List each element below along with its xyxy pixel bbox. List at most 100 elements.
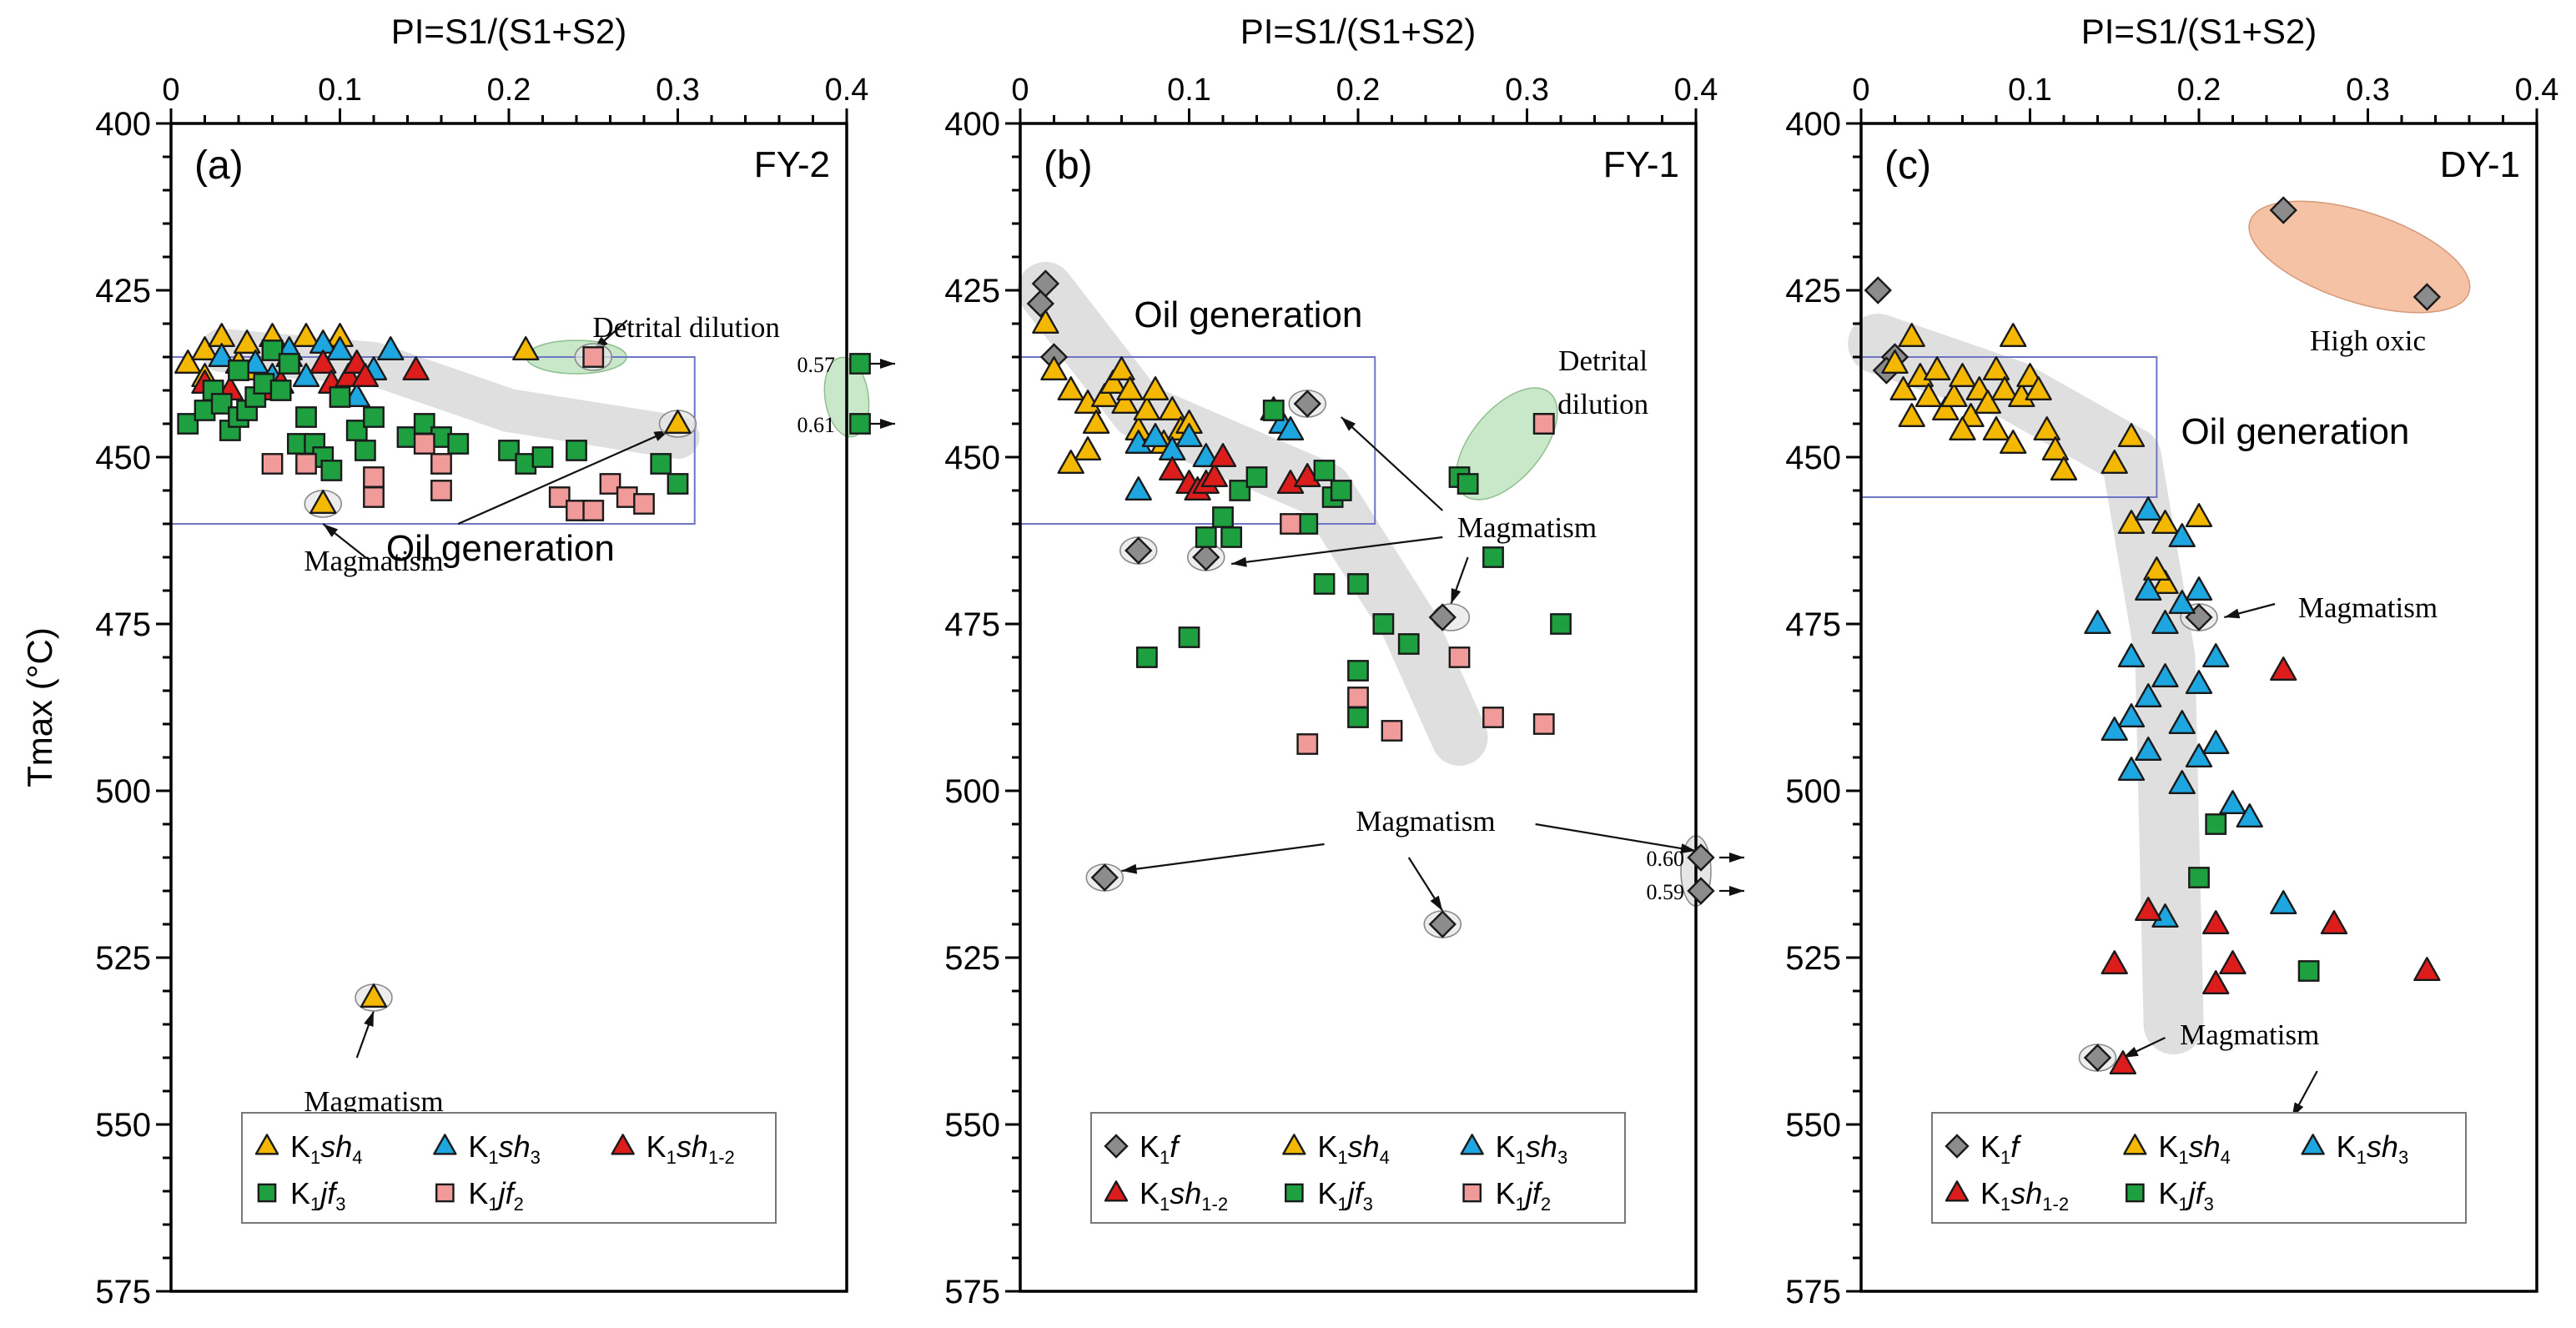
series-k1sh12 bbox=[1159, 443, 1321, 501]
legend-prefix: K bbox=[290, 1176, 310, 1210]
data-point-k1sh12 bbox=[335, 363, 362, 387]
legend-marker-k1jf2 bbox=[435, 1183, 455, 1203]
data-point-k1f bbox=[2269, 196, 2297, 224]
legend-sub: 1 bbox=[1337, 1147, 1347, 1168]
data-point-k1jf3 bbox=[531, 446, 554, 468]
data-point-k1jf2 bbox=[413, 433, 435, 455]
x-tick-label: 0.1 bbox=[2008, 73, 2052, 108]
x-tick-label: 0.4 bbox=[825, 73, 869, 108]
data-point-k1sh4 bbox=[233, 329, 261, 354]
data-point-k1jf3 bbox=[1135, 646, 1158, 668]
legend-prefix: K bbox=[1980, 1129, 2000, 1164]
legend-sub: 1-2 bbox=[708, 1147, 735, 1168]
magmatism-arrow bbox=[2224, 602, 2276, 619]
legend-sub: 3 bbox=[531, 1147, 541, 1168]
data-point-k1sh3 bbox=[2084, 610, 2111, 634]
data-point-k1jf3 bbox=[177, 413, 199, 435]
legend-sub: 1 bbox=[1160, 1194, 1170, 1215]
detrital-ellipse bbox=[1455, 387, 1558, 501]
legend-mid: jf bbox=[495, 1176, 517, 1210]
magmatism-arrow bbox=[1535, 822, 1697, 853]
arrow-head bbox=[323, 524, 339, 537]
data-point-k1sh4 bbox=[2000, 430, 2027, 454]
data-point-k1jf3 bbox=[1330, 480, 1352, 501]
data-point-k1sh3 bbox=[2117, 643, 2146, 667]
offscale-point bbox=[1687, 843, 1715, 872]
data-point-k1sh3 bbox=[2117, 757, 2146, 781]
magmatism-arrow bbox=[2122, 1037, 2166, 1059]
data-point-k1sh4 bbox=[309, 490, 337, 514]
legend-label-k1sh12: K1sh1-2 bbox=[1980, 1176, 2069, 1215]
data-point-k1jf3 bbox=[1372, 613, 1395, 635]
data-point-k1jf2 bbox=[1280, 513, 1301, 535]
series-k1sh4 bbox=[1881, 323, 2213, 594]
legend-mid: jf bbox=[316, 1176, 339, 1210]
data-point-k1sh4 bbox=[2143, 556, 2171, 581]
legend-marker-k1jf3 bbox=[1284, 1183, 1304, 1203]
data-point-k1sh4 bbox=[1990, 376, 2019, 400]
data-point-k1jf3 bbox=[363, 406, 385, 428]
data-point-k1jf3 bbox=[320, 460, 343, 481]
data-point-k1jf3 bbox=[1313, 460, 1336, 481]
legend-sub: 1 bbox=[1337, 1194, 1347, 1215]
data-point-k1sh4 bbox=[1982, 416, 2010, 440]
data-point-k1sh4 bbox=[360, 983, 388, 1009]
data-point-k1jf3 bbox=[1220, 526, 1243, 548]
arrow-line bbox=[1535, 822, 1697, 853]
data-point-k1jf2 bbox=[430, 453, 452, 475]
data-point-k1sh3 bbox=[2151, 610, 2179, 634]
offscale-label: 0.61 bbox=[797, 413, 836, 437]
offscale-arrow bbox=[1719, 853, 1744, 863]
legend-mid: sh bbox=[1348, 1129, 1380, 1164]
data-point-k1sh4 bbox=[1881, 350, 1909, 374]
y-tick-label: 525 bbox=[944, 940, 1000, 977]
legend-prefix: K bbox=[2158, 1176, 2178, 1210]
legend-sub: 3 bbox=[2204, 1194, 2214, 1215]
data-point-k1jf3 bbox=[650, 453, 672, 475]
magmatism-arrow bbox=[1341, 416, 1443, 511]
legend-mid: jf bbox=[1522, 1176, 1544, 1210]
data-point-k1sh12 bbox=[2135, 897, 2162, 922]
legend-marker-k1sh3 bbox=[2301, 1134, 2325, 1155]
x-tick-label: 0.2 bbox=[487, 73, 531, 108]
data-point-k1sh12 bbox=[2413, 957, 2441, 982]
legend-prefix: K bbox=[468, 1129, 488, 1164]
arrow-head bbox=[364, 1011, 374, 1027]
data-point-k1sh4 bbox=[174, 350, 202, 374]
y-tick-label: 425 bbox=[1785, 273, 1841, 309]
data-point-k1sh4 bbox=[1133, 396, 1161, 420]
data-point-k1jf3 bbox=[269, 380, 292, 401]
data-point-k1sh4 bbox=[1914, 383, 1943, 407]
data-point-k1sh3 bbox=[2219, 790, 2246, 814]
data-point-k1f bbox=[2412, 283, 2442, 311]
offscale-point bbox=[849, 413, 871, 435]
x-tick-label: 0.1 bbox=[318, 73, 362, 108]
legend-sub: 2 bbox=[1541, 1194, 1551, 1215]
legend-sub: 3 bbox=[2398, 1147, 2408, 1168]
y-axis-title: Tmax (°C) bbox=[20, 627, 59, 787]
data-point-k1sh3 bbox=[1192, 443, 1220, 467]
legend-sub: 1 bbox=[2000, 1147, 2010, 1168]
legend-box bbox=[1931, 1112, 2467, 1224]
data-point-k1jf3 bbox=[1347, 660, 1369, 682]
data-point-k1sh3 bbox=[326, 336, 354, 360]
legend-label-k1sh3: K1sh3 bbox=[468, 1129, 541, 1168]
y-tick-label: 450 bbox=[1785, 440, 1841, 476]
legend-label-k1sh4: K1sh4 bbox=[1317, 1129, 1390, 1168]
data-point-k1sh4 bbox=[1923, 356, 1951, 380]
data-point-k1jf3 bbox=[498, 440, 520, 461]
arrow-head bbox=[1430, 895, 1443, 911]
x-tick-label: 0.3 bbox=[2346, 73, 2390, 108]
legend-mid: sh bbox=[320, 1129, 352, 1164]
legend-mid: jf bbox=[1344, 1176, 1366, 1210]
data-point-k1sh4 bbox=[2033, 416, 2060, 440]
data-point-k1sh12 bbox=[2101, 950, 2128, 975]
legend-prefix: K bbox=[290, 1129, 310, 1164]
data-point-k1sh3 bbox=[377, 336, 405, 360]
legend-label-k1sh4: K1sh4 bbox=[2158, 1129, 2231, 1168]
legend-marker-k1sh3 bbox=[433, 1134, 457, 1155]
high-oxic-label: High oxic bbox=[2310, 324, 2426, 357]
data-point-k1sh4 bbox=[1932, 396, 1960, 420]
